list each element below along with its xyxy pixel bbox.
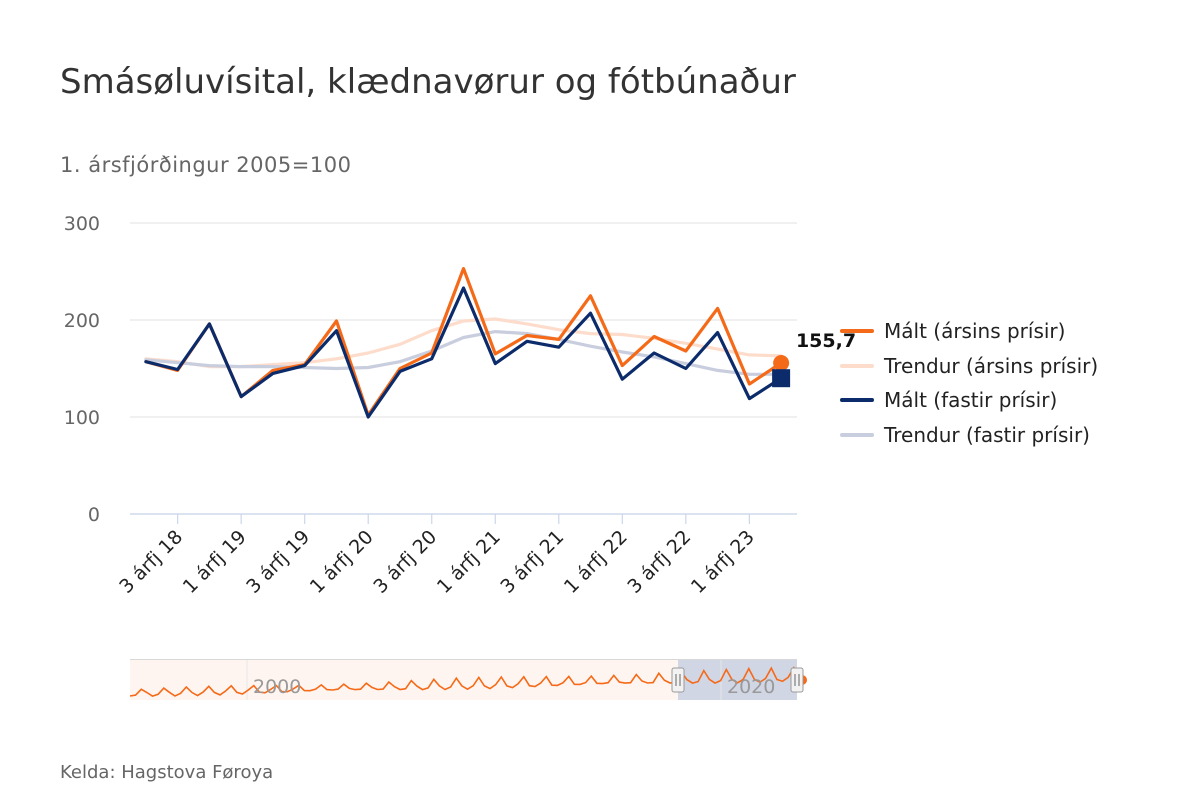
legend-swatch: [840, 329, 874, 334]
navigator-handle[interactable]: [671, 667, 685, 693]
x-tick-label: 3 árfj 21: [496, 526, 568, 598]
data-label: 155,7: [796, 330, 856, 352]
legend: Mált (ársins prísir) Trendur (ársins prís…: [840, 314, 1098, 452]
x-tick-label: 1 árfj 22: [560, 526, 632, 598]
legend-item[interactable]: Trendur (fastir prísir): [840, 418, 1098, 453]
y-tick-label: 100: [64, 407, 100, 429]
legend-label: Trendur (ársins prísir): [884, 353, 1099, 378]
y-tick-label: 300: [64, 213, 100, 235]
legend-swatch: [840, 432, 874, 437]
legend-item[interactable]: Mált (fastir prísir): [840, 383, 1098, 418]
chart-subtitle: 1. ársfjórðingur 2005=100: [60, 153, 352, 177]
x-tick-label: 3 árfj 22: [623, 526, 695, 598]
credit: Kelda: Hagstova Føroya: [60, 762, 274, 783]
navigator-tick-label: 2020: [727, 676, 775, 698]
legend-swatch: [840, 363, 874, 368]
legend-label: Mált (ársins prísir): [884, 319, 1066, 344]
legend-label: Trendur (fastir prísir): [884, 422, 1090, 447]
legend-label: Mált (fastir prísir): [884, 388, 1058, 413]
last-point-marker[interactable]: [772, 369, 791, 388]
legend-item[interactable]: Trendur (ársins prísir): [840, 349, 1098, 384]
y-tick-label: 0: [88, 504, 100, 526]
last-point-marker[interactable]: [773, 354, 790, 371]
legend-item[interactable]: Mált (ársins prísir): [840, 314, 1098, 349]
x-tick-label: 1 árfj 19: [179, 526, 251, 598]
navigator-handle[interactable]: [790, 667, 804, 693]
x-tick-label: 1 árfj 21: [433, 526, 505, 598]
series-line-trendur-fastir-pr-sir-[interactable]: [144, 330, 783, 376]
x-tick-label: 3 árfj 20: [369, 526, 441, 598]
y-tick-label: 200: [64, 310, 100, 332]
x-tick-label: 1 árfj 20: [306, 526, 378, 598]
legend-swatch: [840, 398, 874, 403]
x-tick-label: 3 árfj 18: [115, 526, 187, 598]
chart-title: Smásøluvísital, klædnavørur og fótbúnaðu…: [60, 62, 796, 102]
series-line-trendur-rsins-pr-sir-[interactable]: [144, 317, 783, 369]
navigator-tick-label: 2000: [253, 676, 301, 698]
series-line-m-lt-fastir-pr-sir-[interactable]: [144, 286, 783, 419]
x-tick-label: 3 árfj 19: [242, 526, 314, 598]
x-tick-label: 1 árfj 23: [687, 526, 759, 598]
navigator-series-line: [129, 666, 806, 697]
